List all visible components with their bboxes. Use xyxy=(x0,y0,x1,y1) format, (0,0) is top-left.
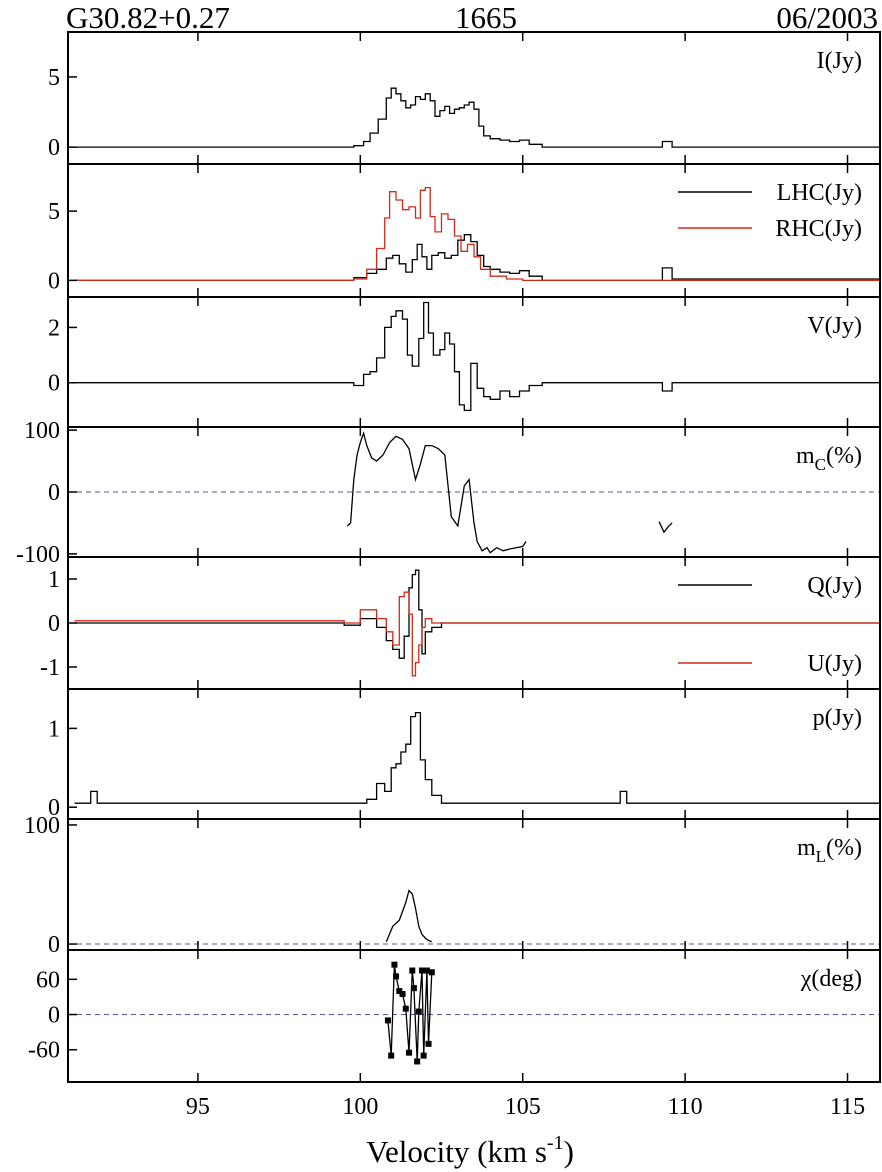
y-tick-label: 1 xyxy=(48,567,60,593)
panel-I: 0 5 I(Jy) xyxy=(48,31,881,165)
data-point xyxy=(425,1040,432,1047)
source-name: G30.82+0.27 xyxy=(66,0,230,35)
data-point xyxy=(410,985,417,992)
series-LHC_RHC-0 xyxy=(74,234,880,282)
panel-p: 0 1 p(Jy) xyxy=(48,688,881,821)
y-tick-label: 0 xyxy=(48,371,60,397)
y-tick-label: 0 xyxy=(48,795,60,821)
x-axis-label: Velocity (km s-1) xyxy=(366,1132,574,1169)
series-V-0 xyxy=(74,301,880,412)
data-point xyxy=(396,988,403,995)
y-tick-label: 5 xyxy=(48,65,60,91)
y-tick-label: 2 xyxy=(48,315,60,341)
x-tick-label: 115 xyxy=(830,1094,865,1120)
data-point xyxy=(402,1005,409,1012)
x-tick-label: 105 xyxy=(505,1094,541,1120)
data-point xyxy=(409,967,416,974)
panel-frame xyxy=(67,818,881,951)
data-point xyxy=(384,1017,391,1024)
y-tick-label: 5 xyxy=(48,199,60,225)
y-tick-label: 100 xyxy=(24,813,60,839)
series-I-0 xyxy=(74,87,880,148)
panel-frame xyxy=(67,949,881,1083)
observation-date: 06/2003 xyxy=(776,0,878,35)
panel-frame xyxy=(67,296,881,428)
series-QU-0 xyxy=(74,569,880,659)
series-QU-1 xyxy=(74,591,880,677)
data-point xyxy=(428,969,435,976)
x-tick-label: 95 xyxy=(186,1094,210,1120)
series-LHC_RHC-1 xyxy=(74,186,880,282)
data-point xyxy=(399,991,406,997)
x-tick-label: 110 xyxy=(668,1094,703,1120)
panel-label: χ(deg) xyxy=(800,966,862,992)
panel-LHC_RHC: 0 5 LHC(Jy) RHC(Jy) xyxy=(48,163,881,298)
panel-label: V(Jy) xyxy=(807,313,862,339)
panel-QU: -1 0 1 Q(Jy) U(Jy) xyxy=(40,556,881,690)
y-tick-label: 0 xyxy=(48,611,60,637)
data-point xyxy=(406,1049,413,1056)
y-tick-label: -100 xyxy=(16,542,60,568)
panel-frame xyxy=(67,31,881,165)
panel-chi: -60 0 60 χ(deg) 95 100 105 110 115 xyxy=(28,949,881,1120)
panel-label: p(Jy) xyxy=(813,705,862,731)
y-tick-label: -60 xyxy=(28,1038,60,1064)
data-point xyxy=(391,961,398,968)
panel-frame xyxy=(67,688,881,820)
panel-label: mL(%) xyxy=(797,835,862,866)
y-tick-label: 1 xyxy=(48,716,60,742)
frequency-label: 1665 xyxy=(455,0,517,35)
data-point xyxy=(388,1052,395,1059)
panel-frame xyxy=(67,163,881,298)
y-tick-label: 0 xyxy=(48,1003,60,1029)
y-tick-label: -1 xyxy=(40,655,60,681)
y-tick-label: 0 xyxy=(48,268,60,294)
data-point xyxy=(419,967,426,974)
series-mL-0 xyxy=(385,889,433,943)
series-mc-1 xyxy=(658,521,673,534)
panel-label: mC(%) xyxy=(796,443,862,474)
panel-mL: 0 100 mL(%) xyxy=(24,813,881,958)
y-tick-label: 0 xyxy=(48,932,60,958)
data-point xyxy=(420,1052,427,1059)
legend-label: U(Jy) xyxy=(807,651,862,677)
legend-label: LHC(Jy) xyxy=(777,180,862,206)
data-point xyxy=(393,973,400,980)
data-point xyxy=(414,1058,421,1065)
y-tick-label: 0 xyxy=(48,135,60,161)
series-mc-0 xyxy=(346,430,527,554)
data-point xyxy=(415,1008,422,1015)
panel-label: I(Jy) xyxy=(817,48,862,74)
y-tick-label: 100 xyxy=(24,418,60,444)
y-tick-label: 0 xyxy=(48,480,60,506)
data-point xyxy=(423,967,430,974)
x-tick-label: 100 xyxy=(342,1094,378,1120)
panel-V: 0 2 V(Jy) xyxy=(48,296,881,428)
legend-label: RHC(Jy) xyxy=(775,216,862,242)
y-tick-label: 60 xyxy=(36,967,60,993)
panel-mc: -100 0 100 mC(%) xyxy=(16,418,881,568)
series-p-0 xyxy=(74,711,880,804)
legend-label: Q(Jy) xyxy=(807,573,862,599)
